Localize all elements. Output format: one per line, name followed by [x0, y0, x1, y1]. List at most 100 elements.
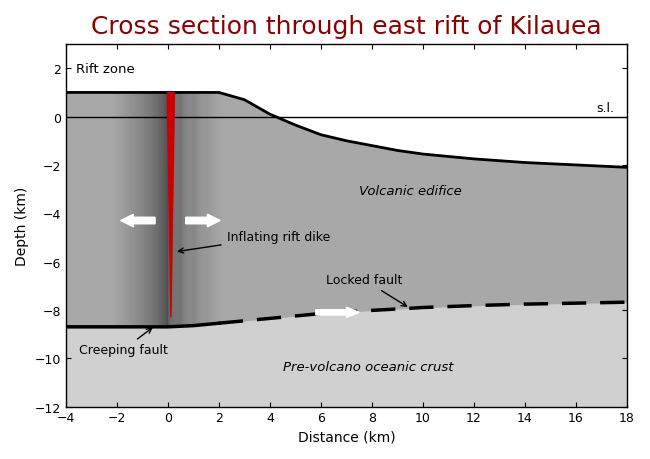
- Polygon shape: [217, 93, 218, 324]
- Polygon shape: [124, 93, 125, 327]
- Polygon shape: [182, 93, 183, 326]
- Polygon shape: [154, 93, 155, 327]
- Polygon shape: [142, 93, 144, 327]
- Polygon shape: [192, 93, 193, 326]
- Polygon shape: [222, 94, 223, 323]
- Polygon shape: [214, 93, 215, 324]
- Polygon shape: [212, 93, 213, 324]
- Polygon shape: [209, 93, 210, 325]
- Polygon shape: [181, 93, 182, 326]
- Text: Inflating rift dike: Inflating rift dike: [179, 230, 330, 253]
- Polygon shape: [149, 93, 150, 327]
- Polygon shape: [156, 93, 157, 327]
- Polygon shape: [213, 93, 214, 324]
- Polygon shape: [194, 93, 195, 326]
- Polygon shape: [169, 93, 170, 327]
- Polygon shape: [178, 93, 179, 327]
- Polygon shape: [206, 93, 207, 325]
- Polygon shape: [139, 93, 140, 327]
- Polygon shape: [137, 93, 138, 327]
- Polygon shape: [210, 93, 211, 325]
- Polygon shape: [184, 93, 185, 326]
- Polygon shape: [195, 93, 196, 326]
- Polygon shape: [171, 93, 172, 327]
- Polygon shape: [138, 93, 139, 327]
- Polygon shape: [125, 93, 127, 327]
- Polygon shape: [167, 93, 168, 327]
- Text: s.l.: s.l.: [596, 102, 614, 115]
- Polygon shape: [119, 93, 120, 327]
- Polygon shape: [172, 93, 174, 327]
- Polygon shape: [153, 93, 154, 327]
- Polygon shape: [161, 93, 162, 327]
- Polygon shape: [164, 93, 165, 327]
- Text: Volcanic edifice: Volcanic edifice: [359, 185, 462, 197]
- Polygon shape: [133, 93, 134, 327]
- Polygon shape: [183, 93, 184, 326]
- Text: Creeping fault: Creeping fault: [79, 329, 168, 357]
- Polygon shape: [201, 93, 202, 325]
- Polygon shape: [216, 93, 217, 324]
- FancyArrow shape: [121, 215, 155, 227]
- Polygon shape: [136, 93, 137, 327]
- Polygon shape: [159, 93, 161, 327]
- Polygon shape: [202, 93, 203, 325]
- Polygon shape: [152, 93, 153, 327]
- Text: Rift zone: Rift zone: [76, 63, 135, 76]
- Polygon shape: [122, 93, 123, 327]
- Polygon shape: [129, 93, 131, 327]
- Polygon shape: [123, 93, 124, 327]
- Polygon shape: [189, 93, 190, 326]
- X-axis label: Distance (km): Distance (km): [298, 430, 395, 444]
- Polygon shape: [146, 93, 148, 327]
- Polygon shape: [144, 93, 146, 327]
- Text: Locked fault: Locked fault: [326, 274, 406, 307]
- Polygon shape: [131, 93, 133, 327]
- Polygon shape: [187, 93, 188, 326]
- Polygon shape: [180, 93, 181, 326]
- Polygon shape: [157, 93, 159, 327]
- Polygon shape: [218, 93, 219, 324]
- Polygon shape: [219, 93, 220, 324]
- Polygon shape: [199, 93, 200, 325]
- Polygon shape: [170, 93, 171, 327]
- Polygon shape: [174, 93, 176, 327]
- Polygon shape: [167, 93, 174, 318]
- Polygon shape: [112, 93, 114, 327]
- Polygon shape: [163, 93, 164, 327]
- Polygon shape: [134, 93, 135, 327]
- FancyArrow shape: [316, 308, 359, 318]
- Polygon shape: [66, 93, 627, 327]
- Polygon shape: [150, 93, 151, 327]
- Polygon shape: [186, 93, 187, 326]
- Polygon shape: [196, 93, 197, 326]
- Polygon shape: [179, 93, 180, 327]
- Polygon shape: [121, 93, 122, 327]
- Polygon shape: [177, 93, 178, 327]
- Polygon shape: [220, 94, 221, 324]
- Text: Pre-volcano oceanic crust: Pre-volcano oceanic crust: [283, 361, 453, 374]
- Title: Cross section through east rift of Kilauea: Cross section through east rift of Kilau…: [91, 15, 602, 39]
- Polygon shape: [208, 93, 209, 325]
- Polygon shape: [207, 93, 208, 325]
- Polygon shape: [214, 93, 216, 324]
- Polygon shape: [190, 93, 191, 326]
- Polygon shape: [162, 93, 163, 327]
- Polygon shape: [223, 95, 224, 323]
- Polygon shape: [185, 93, 186, 326]
- Polygon shape: [120, 93, 121, 327]
- Polygon shape: [211, 93, 212, 324]
- Polygon shape: [165, 93, 166, 327]
- Polygon shape: [200, 93, 201, 325]
- Polygon shape: [166, 93, 167, 327]
- Polygon shape: [221, 94, 222, 323]
- Polygon shape: [191, 93, 192, 326]
- Polygon shape: [204, 93, 205, 325]
- FancyArrow shape: [186, 215, 220, 227]
- Polygon shape: [135, 93, 136, 327]
- Polygon shape: [205, 93, 206, 325]
- Polygon shape: [176, 93, 177, 327]
- Polygon shape: [203, 93, 204, 325]
- Polygon shape: [140, 93, 142, 327]
- Polygon shape: [127, 93, 129, 327]
